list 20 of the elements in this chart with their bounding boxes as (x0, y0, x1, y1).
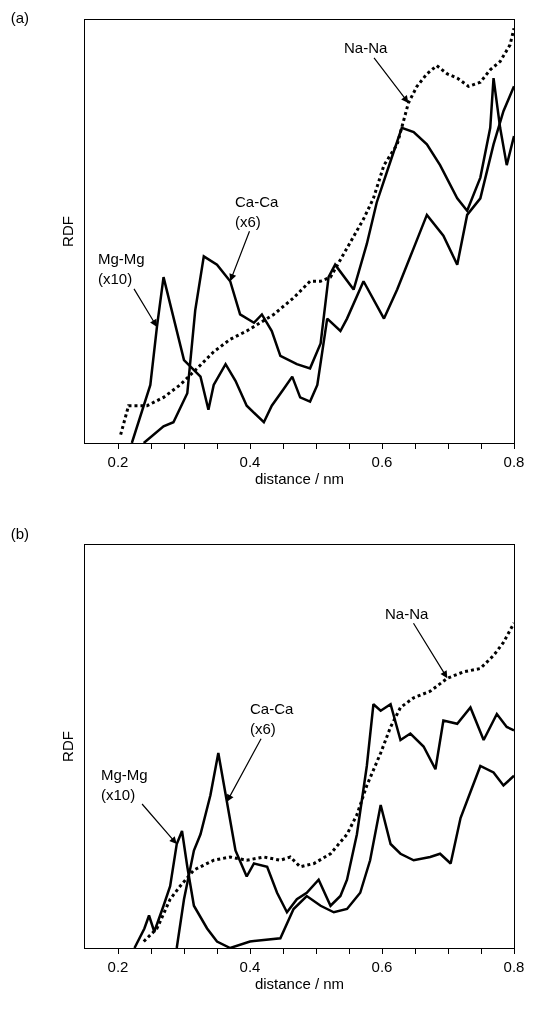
annotation: Ca-Ca (x6) (250, 700, 294, 737)
x-tick-label: 0.6 (371, 958, 393, 975)
x-tick-label: 0.4 (239, 958, 261, 975)
annotation: Mg-Mg (x10) (101, 766, 148, 803)
chart-title: (b) (10, 524, 29, 542)
x-tick-label: 0.8 (503, 453, 525, 470)
x-tick-label: 0.8 (503, 958, 525, 975)
y-axis-title: RDF (59, 731, 77, 762)
x-tick-label: 0.2 (107, 453, 129, 470)
annotation: Ca-Ca (x6) (235, 193, 279, 230)
x-tick-label: 0.2 (107, 958, 129, 975)
x-tick-label: 0.4 (239, 453, 261, 470)
annotation: Na-Na (385, 605, 429, 622)
x-axis-title: distance / nm (254, 470, 345, 487)
x-axis-title: distance / nm (254, 975, 345, 992)
y-axis-title: RDF (59, 216, 77, 247)
x-tick-label: 0.6 (371, 453, 393, 470)
chart-title: (a) (10, 8, 29, 26)
annotation: Na-Na (344, 39, 388, 56)
annotation: Mg-Mg (x10) (98, 250, 145, 287)
